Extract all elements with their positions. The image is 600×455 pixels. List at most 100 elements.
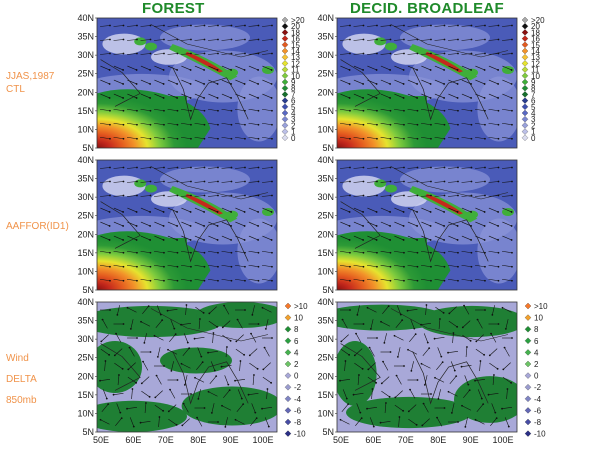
legend-label: 2 — [534, 360, 539, 369]
lat-tick-label: 15N — [317, 106, 334, 116]
legend-swatch — [521, 122, 529, 129]
legend-swatch — [281, 122, 289, 129]
legend-label: -2 — [294, 383, 302, 392]
lat-tick-label: 10N — [317, 124, 334, 134]
legend-swatch — [284, 302, 292, 310]
lat-tick-label: 15N — [77, 390, 94, 400]
legend-swatch — [524, 349, 532, 356]
lat-tick-label: 5N — [322, 427, 334, 437]
lat-tick-label: 35N — [317, 174, 334, 184]
legend-label: 6 — [534, 337, 539, 346]
legend-label: 11 — [291, 66, 300, 75]
legend-label: 8 — [534, 325, 539, 334]
legend-label: 9 — [531, 78, 536, 87]
map-frame — [336, 159, 518, 291]
legend-swatch — [521, 53, 529, 61]
legend-label: 8 — [294, 325, 299, 334]
legend-swatch — [281, 41, 289, 49]
legend-label: 8 — [531, 84, 536, 93]
legend-swatch — [281, 109, 289, 117]
legend-label: 20 — [291, 22, 300, 31]
legend-swatch — [284, 407, 292, 414]
lat-tick-label: 30N — [77, 192, 94, 202]
legend-swatch — [281, 115, 289, 123]
lat-tick-label: 10N — [77, 408, 94, 418]
legend-label: -4 — [294, 395, 302, 404]
legend-label: 16 — [531, 35, 540, 44]
legend-swatch — [284, 325, 292, 333]
legend-label: 15 — [531, 41, 540, 50]
lat-tick-label: 25N — [317, 69, 334, 79]
row-label-wind-delta-line2: DELTA — [6, 374, 37, 385]
legend-swatch — [524, 302, 532, 310]
lat-tick-label: 5N — [322, 143, 334, 153]
legend-swatch — [521, 35, 529, 42]
lat-tick-label: 15N — [77, 248, 94, 258]
lat-tick-label: 20N — [77, 229, 94, 239]
legend-swatch — [524, 360, 532, 368]
legend-label: 18 — [531, 28, 540, 37]
lat-tick-label: 10N — [317, 266, 334, 276]
legend-label: 16 — [291, 35, 300, 44]
legend-swatch — [281, 66, 289, 73]
legend-label: 10 — [531, 72, 540, 81]
lat-tick-label: 5N — [82, 427, 94, 437]
legend-swatch — [281, 35, 289, 42]
legend-label: 20 — [531, 22, 540, 31]
legend-label: 18 — [291, 28, 300, 37]
legend-swatch — [284, 418, 292, 426]
lat-tick-label: 25N — [77, 211, 94, 221]
legend-label: 15 — [291, 41, 300, 50]
legend-swatch — [284, 337, 292, 345]
lon-tick-label: 100E — [492, 435, 513, 445]
legend-swatch — [284, 360, 292, 368]
legend-label: 2 — [531, 121, 536, 130]
legend-swatch — [521, 109, 529, 117]
legend-swatch — [281, 47, 289, 55]
map-frame — [96, 301, 278, 433]
legend-delta-right: >10 10 8 6 4 2 0 -2 -4 -6 -8 -10 — [524, 302, 548, 439]
lat-tick-label: 35N — [77, 316, 94, 326]
legend-label: -8 — [534, 418, 542, 427]
row-label-afforestation-line1: AAFFOR(ID1) — [6, 221, 69, 232]
legend-swatch — [524, 314, 532, 321]
lat-tick-label: 35N — [317, 32, 334, 42]
legend-swatch — [524, 430, 532, 437]
lat-tick-label: 10N — [77, 124, 94, 134]
lon-tick-label: 50E — [93, 435, 109, 445]
legend-swatch — [521, 115, 529, 123]
legend-label: 8 — [291, 84, 296, 93]
legend-swatch — [521, 29, 529, 36]
wind-vectors — [339, 24, 513, 140]
legend-label: -8 — [294, 418, 302, 427]
legend-swatch — [521, 97, 529, 104]
legend-label: 0 — [534, 372, 539, 381]
legend-swatch — [281, 78, 289, 86]
legend-swatch — [524, 337, 532, 345]
lat-tick-label: 40N — [77, 297, 94, 307]
legend-swatch — [521, 103, 529, 111]
row-label-wind-delta-line1: Wind — [6, 353, 29, 364]
wind-vectors — [99, 304, 273, 428]
lat-tick-label: 30N — [77, 50, 94, 60]
wind-vectors — [99, 24, 273, 140]
lat-tick-label: 5N — [82, 143, 94, 153]
lon-tick-label: 80E — [190, 435, 206, 445]
lat-tick-label: 10N — [317, 408, 334, 418]
legend-label: 2 — [294, 360, 299, 369]
row-label-control-line1: JJAS,1987 — [6, 71, 55, 82]
legend-swatch — [524, 395, 532, 403]
row-label-afforestation: AAFFOR(ID1) — [6, 220, 69, 233]
legend-label: 0 — [531, 134, 536, 143]
map-panel-r2-c2: 40N 35N 30N 25N 20N 15N 10N 5N — [317, 155, 518, 295]
legend-swatch — [281, 53, 289, 61]
row-label-control: JJAS,1987 CTL — [6, 70, 54, 96]
legend-label: -10 — [534, 430, 546, 439]
row-label-control-line2: CTL — [6, 84, 25, 95]
legend-swatch — [521, 128, 529, 135]
legend-swatch — [524, 383, 532, 391]
lon-tick-label: 50E — [333, 435, 349, 445]
